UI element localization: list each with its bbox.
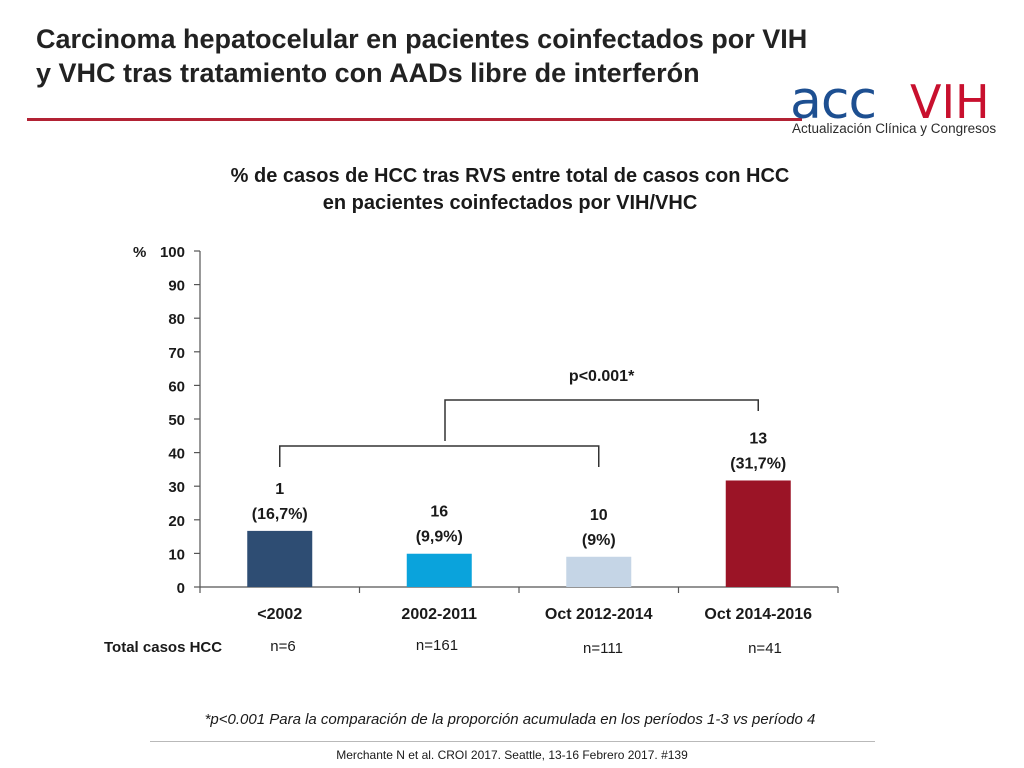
x-tick-label: Oct 2014-2016 bbox=[704, 606, 812, 623]
bar bbox=[247, 530, 313, 587]
y-axis-label: % bbox=[133, 244, 146, 261]
chart-title-line-2: en pacientes coinfectados por VIH/VHC bbox=[322, 192, 698, 214]
bar bbox=[725, 480, 791, 587]
acc-vih-logo: acc VIH bbox=[790, 78, 990, 131]
y-tick-label: 100 bbox=[160, 244, 185, 261]
total-count: n=111 bbox=[583, 640, 623, 657]
y-tick-label: 50 bbox=[168, 412, 185, 429]
totals-row-label: Total casos HCC bbox=[104, 639, 222, 656]
data-label-count: 10 bbox=[590, 507, 608, 524]
footnote: *p<0.001 Para la comparación de la propo… bbox=[204, 711, 816, 728]
chart-title: % de casos de HCC tras RVS entre total d… bbox=[150, 163, 870, 217]
x-tick-label: Oct 2012-2014 bbox=[545, 606, 653, 623]
y-tick-label: 20 bbox=[168, 513, 185, 530]
bracket-vs-period-4 bbox=[444, 399, 759, 441]
y-tick-label: 40 bbox=[168, 446, 185, 463]
bracket-periods-1-3 bbox=[279, 445, 600, 467]
data-label-percent: (9%) bbox=[582, 532, 616, 549]
bar bbox=[406, 553, 472, 587]
data-label-percent: (9,9%) bbox=[416, 529, 463, 546]
logo-tagline: Actualización Clínica y Congresos bbox=[792, 121, 997, 136]
logo-vih-text: VIH bbox=[910, 78, 990, 129]
logo-acc-text: acc bbox=[790, 78, 876, 131]
totals-row: Total casos HCC n=6 n=161 n=111 n=41 bbox=[104, 637, 782, 657]
x-tick-label: 2002-2011 bbox=[401, 606, 477, 623]
y-axis: 0 10 20 30 40 50 60 70 80 90 100% bbox=[133, 244, 201, 597]
total-count: n=6 bbox=[270, 638, 295, 655]
y-tick-label: 90 bbox=[168, 278, 185, 295]
total-count: n=161 bbox=[416, 637, 458, 654]
data-labels: 1 (16,7%) 16 (9,9%) 10 (9%) 13 (31,7%) bbox=[252, 430, 787, 548]
y-tick-label: 60 bbox=[168, 378, 185, 395]
bar bbox=[566, 556, 632, 587]
x-axis: <2002 2002-2011 Oct 2012-2014 Oct 2014-2016 bbox=[199, 586, 839, 623]
data-label-count: 16 bbox=[430, 504, 448, 521]
data-label-percent: (16,7%) bbox=[252, 506, 308, 523]
bars bbox=[247, 480, 791, 587]
slide-title: Carcinoma hepatocelular en pacientes coi… bbox=[36, 22, 896, 90]
y-tick-label: 10 bbox=[168, 546, 185, 563]
y-tick-label: 70 bbox=[168, 345, 185, 362]
x-tick-label: <2002 bbox=[257, 606, 302, 623]
chart-title-line-1: % de casos de HCC tras RVS entre total d… bbox=[230, 165, 790, 187]
data-label-count: 13 bbox=[749, 430, 767, 447]
significance-brackets: p<0.001* bbox=[279, 368, 759, 467]
footnote-divider bbox=[150, 741, 875, 742]
title-underline bbox=[27, 118, 802, 121]
slide-title-line-1: Carcinoma hepatocelular en pacientes coi… bbox=[36, 24, 808, 54]
y-tick-label: 80 bbox=[168, 311, 185, 328]
citation: Merchante N et al. CROI 2017. Seattle, 1… bbox=[336, 748, 688, 762]
y-tick-label: 0 bbox=[177, 580, 185, 597]
slide-title-line-2: y VHC tras tratamiento con AADs libre de… bbox=[36, 58, 700, 88]
p-value-annotation: p<0.001* bbox=[569, 368, 635, 385]
y-tick-label: 30 bbox=[168, 479, 185, 496]
total-count: n=41 bbox=[748, 640, 782, 657]
data-label-percent: (31,7%) bbox=[730, 455, 786, 472]
data-label-count: 1 bbox=[275, 481, 284, 498]
